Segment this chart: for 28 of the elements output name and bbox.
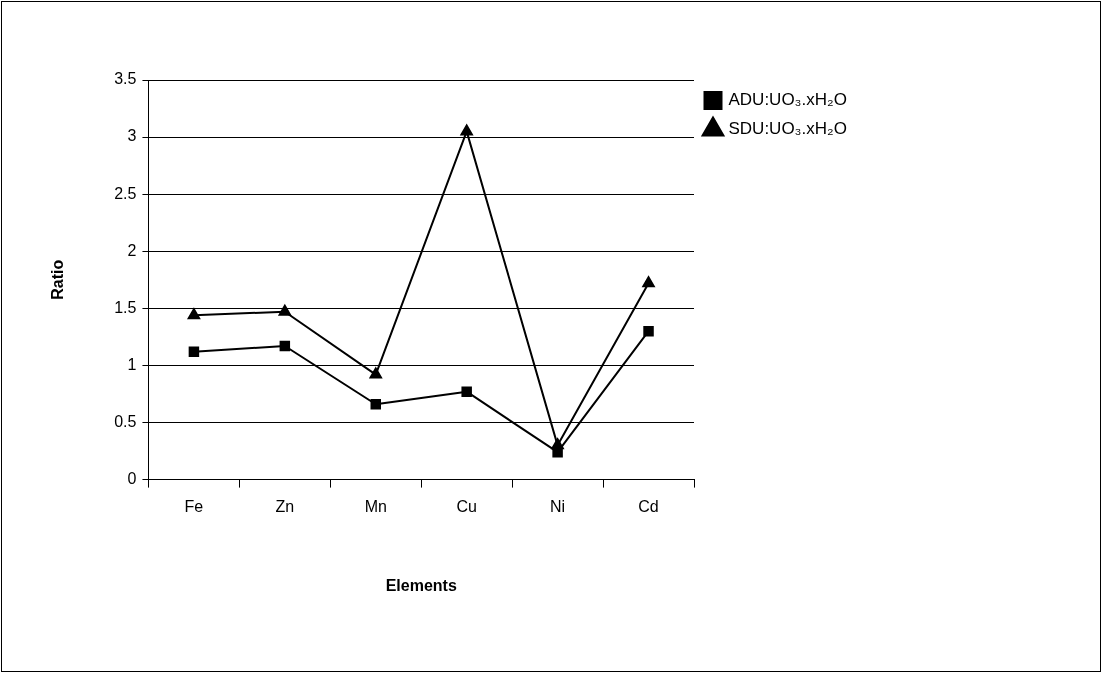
x-tick-label: Cd: [638, 497, 659, 515]
y-tick-label: 2.5: [114, 184, 137, 202]
point: [642, 276, 655, 288]
y-tick-label: 1: [127, 355, 137, 373]
legend-label: SDU:UO₃.xH₂O: [728, 119, 847, 139]
y-tick-label: 3: [127, 127, 137, 145]
y-tick-label: 3.5: [114, 70, 137, 88]
point: [369, 367, 382, 379]
point: [370, 399, 381, 410]
point: [278, 304, 292, 316]
y-axis-title: Ratio: [49, 259, 67, 300]
x-tick-label: Ni: [550, 497, 566, 515]
point: [643, 325, 654, 337]
y-tick-label: 1.5: [114, 298, 137, 316]
point: [187, 308, 201, 320]
x-axis-title: Elements: [385, 576, 457, 594]
point: [461, 386, 472, 397]
point: [188, 346, 200, 357]
x-tick-label: Fe: [184, 497, 204, 515]
x-tick-label: Mn: [364, 497, 387, 515]
y-tick-label: 0: [127, 470, 137, 488]
y-tick-label: 2: [127, 241, 137, 259]
point: [460, 124, 473, 136]
x-tick-label: Zn: [275, 497, 295, 515]
y-tick-label: 0.5: [114, 412, 137, 430]
x-tick-label: Cu: [456, 497, 477, 515]
legend-label: ADU:UO₃.xH₂O: [728, 90, 847, 110]
point: [279, 340, 291, 352]
